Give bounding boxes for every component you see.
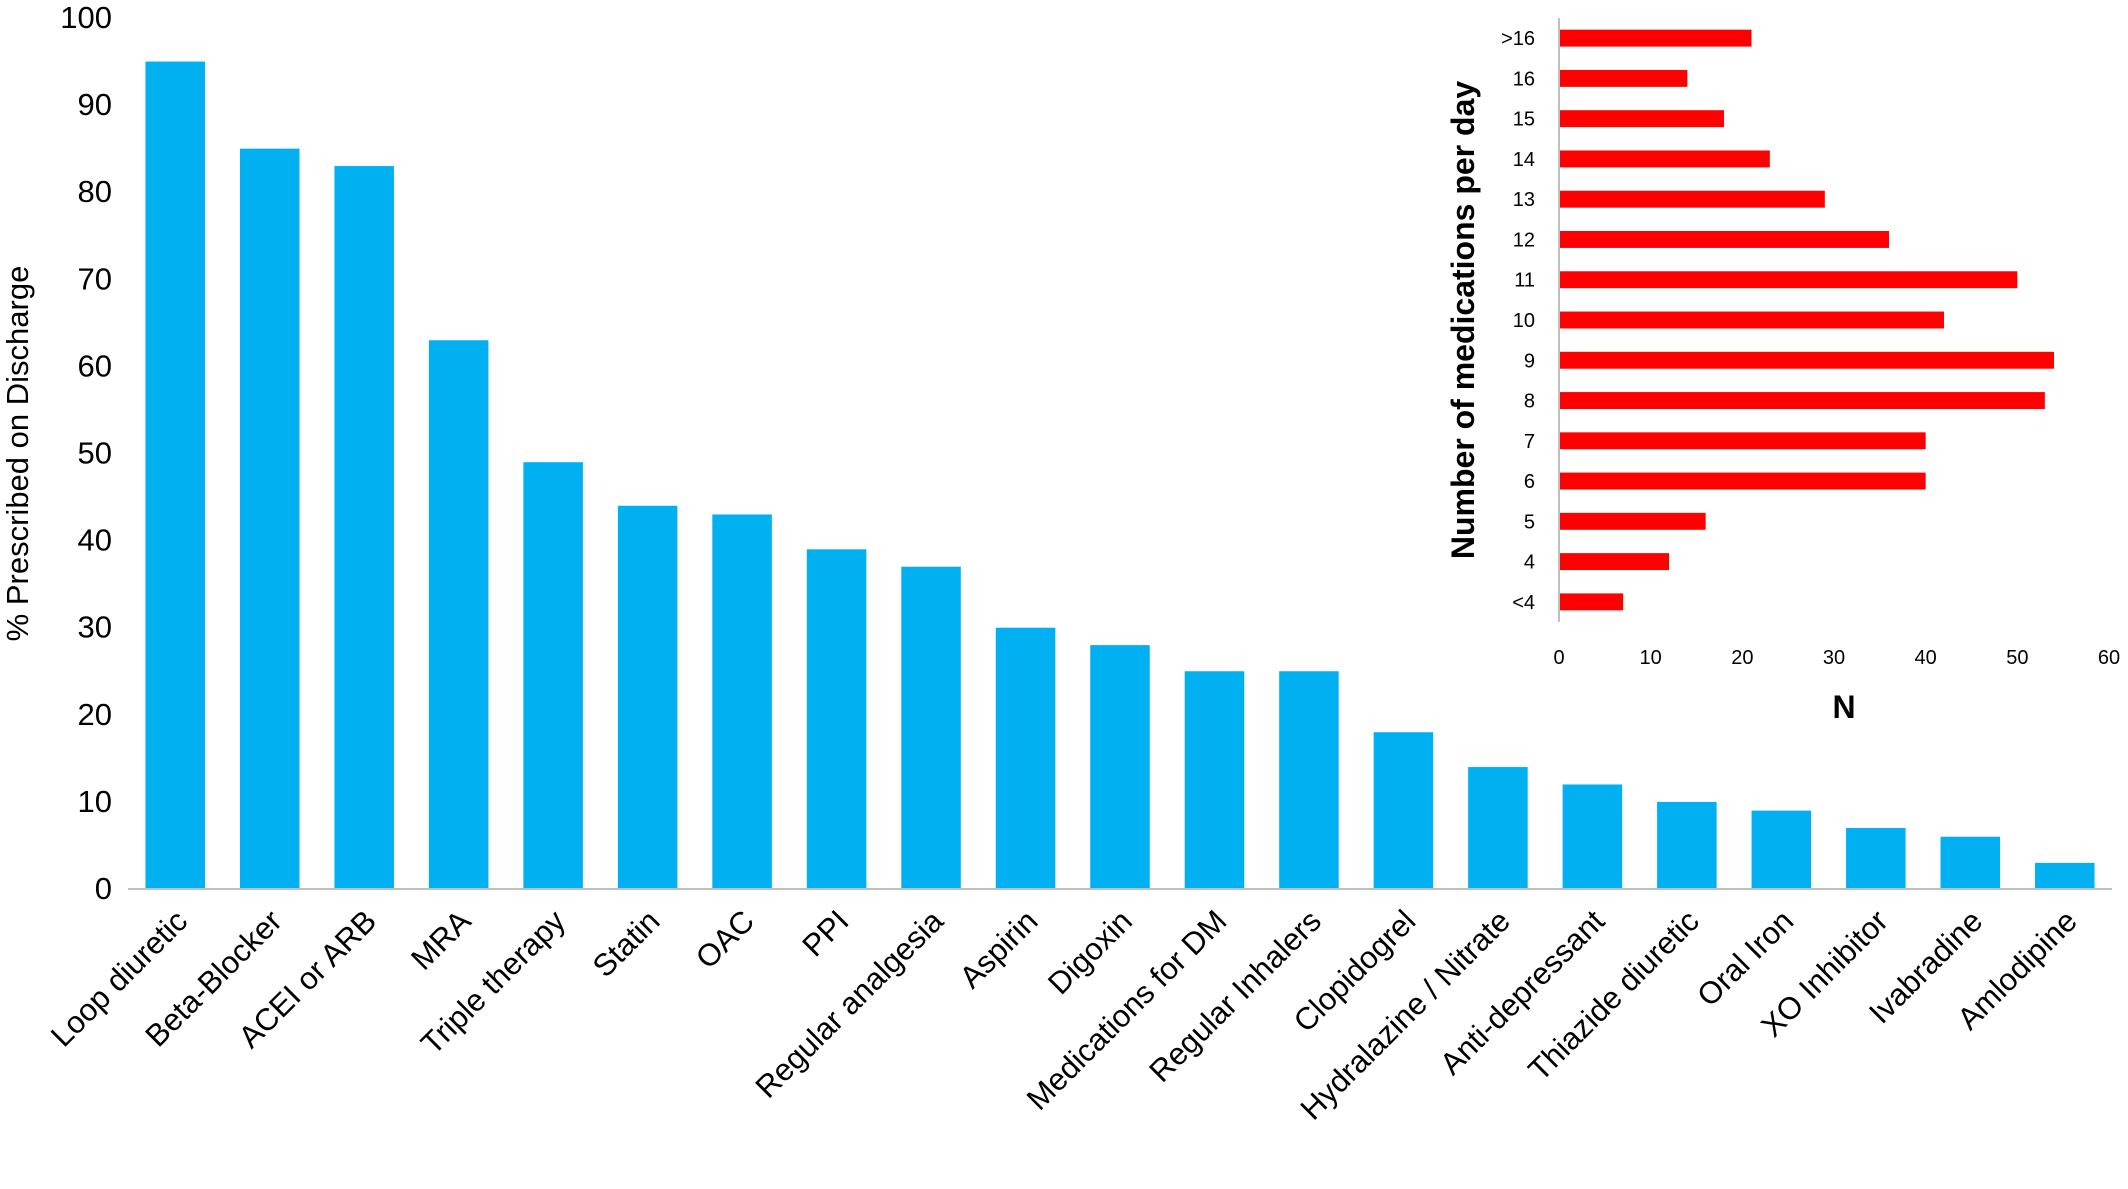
- inset-bar-chart: <4 4 5 6 7 8 9 10 11 12 13 14 15 16 >16 0 10 20 30 40 50 60 N N…: [1425, 8, 2125, 728]
- inset-bar-7: [1559, 432, 1926, 450]
- inset-y-category-label: 16: [1513, 68, 1535, 90]
- bar-ivabradine: [1940, 836, 2001, 889]
- bar-anti-depressant: [1562, 784, 1623, 889]
- x-category-label: OAC: [689, 903, 761, 975]
- inset-y-category-label: <4: [1512, 592, 1535, 614]
- inset-bar-11: [1559, 271, 2018, 289]
- bar-hydralazine-nitrate: [1468, 767, 1528, 889]
- bar-clopidogrel: [1373, 732, 1434, 889]
- inset-x-tick-label: 40: [1915, 647, 1937, 669]
- inset-bar-10: [1559, 311, 1944, 329]
- bar-triple-therapy: [523, 462, 583, 889]
- y-tick-label: 10: [78, 784, 112, 819]
- x-category-label: MRA: [404, 903, 478, 977]
- bar-oral-iron: [1751, 810, 1812, 889]
- bar-statin: [617, 505, 678, 889]
- bar-regular-inhalers: [1279, 671, 1339, 889]
- inset-y-category-label: 5: [1524, 511, 1535, 533]
- x-category-label: Statin: [586, 903, 667, 984]
- x-category-label: PPI: [795, 903, 855, 963]
- inset-y-category-label: 14: [1513, 149, 1535, 171]
- inset-y-category-label: 13: [1513, 189, 1535, 211]
- inset-y-category-label: 12: [1513, 229, 1535, 251]
- inset-bar-16: [1559, 69, 1688, 87]
- x-category-label: Thiazide diuretic: [1521, 903, 1705, 1087]
- inset-y-category-label: 8: [1524, 391, 1535, 413]
- inset-x-tick-label: 0: [1553, 647, 1564, 669]
- bar-amlodipine: [2035, 862, 2095, 889]
- inset-y-category-label: 11: [1514, 270, 1535, 292]
- inset-bar-8: [1559, 392, 2045, 409]
- inset-y-category-label: 7: [1524, 431, 1535, 453]
- y-tick-label: 30: [78, 610, 112, 645]
- inset-x-axis-label: N: [1832, 689, 1855, 725]
- bar-ppi: [806, 549, 867, 889]
- inset-bar-lt-4: [1559, 593, 1624, 611]
- bar-medications-for-dm: [1184, 671, 1245, 889]
- inset-y-category-label: 15: [1513, 109, 1535, 131]
- inset-y-axis-label: Number of medications per day: [1445, 81, 1481, 560]
- inset-y-category-label: >16: [1501, 28, 1535, 50]
- y-tick-label: 40: [78, 523, 112, 558]
- inset-bar-6: [1559, 472, 1926, 490]
- x-category-label: Aspirin: [953, 903, 1045, 995]
- y-tick-label: 80: [78, 174, 112, 209]
- inset-x-tick-label: 30: [1823, 647, 1845, 669]
- inset-x-tick-label: 10: [1640, 647, 1662, 669]
- x-category-label: Anti-depressant: [1433, 903, 1612, 1082]
- inset-x-tick-label: 20: [1731, 647, 1753, 669]
- bar-xo-inhibitor: [1846, 828, 1906, 889]
- y-axis-label: % Prescribed on Discharge: [0, 266, 35, 642]
- inset-bar-13: [1559, 190, 1825, 208]
- inset-bar-14: [1559, 150, 1770, 168]
- inset-bar-5: [1559, 512, 1706, 530]
- y-tick-label: 90: [78, 87, 112, 122]
- inset-y-category-label: 10: [1513, 310, 1535, 332]
- inset-x-tick-label: 60: [2098, 647, 2120, 669]
- bar-thiazide-diuretic: [1657, 801, 1717, 889]
- bar-acei-or-arb: [334, 166, 394, 889]
- inset-y-category-label: 4: [1524, 552, 1535, 574]
- inset-x-tick-label: 50: [2006, 647, 2028, 669]
- bar-regular-analgesia: [901, 566, 961, 889]
- inset-bar-12: [1559, 231, 1889, 248]
- inset-y-category-label: 6: [1524, 471, 1535, 493]
- bar-oac: [712, 514, 772, 889]
- inset-bar-15: [1559, 110, 1724, 128]
- inset-y-category-label: 9: [1524, 350, 1535, 372]
- y-tick-label: 70: [78, 261, 112, 296]
- bar-loop-diuretic: [145, 61, 205, 890]
- inset-bar-9: [1559, 351, 2054, 369]
- y-tick-label: 50: [78, 436, 112, 471]
- bar-beta-blocker: [239, 148, 300, 889]
- bar-mra: [428, 340, 489, 889]
- inset-bar-gt-16: [1559, 29, 1752, 47]
- y-tick-label: 0: [95, 871, 112, 906]
- y-tick-label: 100: [60, 0, 112, 35]
- y-tick-label: 60: [78, 348, 112, 383]
- bar-aspirin: [995, 627, 1056, 889]
- inset-bar-4: [1559, 553, 1669, 571]
- y-tick-label: 20: [78, 697, 112, 732]
- bar-digoxin: [1090, 645, 1150, 889]
- x-category-label: Regular Inhalers: [1142, 903, 1328, 1089]
